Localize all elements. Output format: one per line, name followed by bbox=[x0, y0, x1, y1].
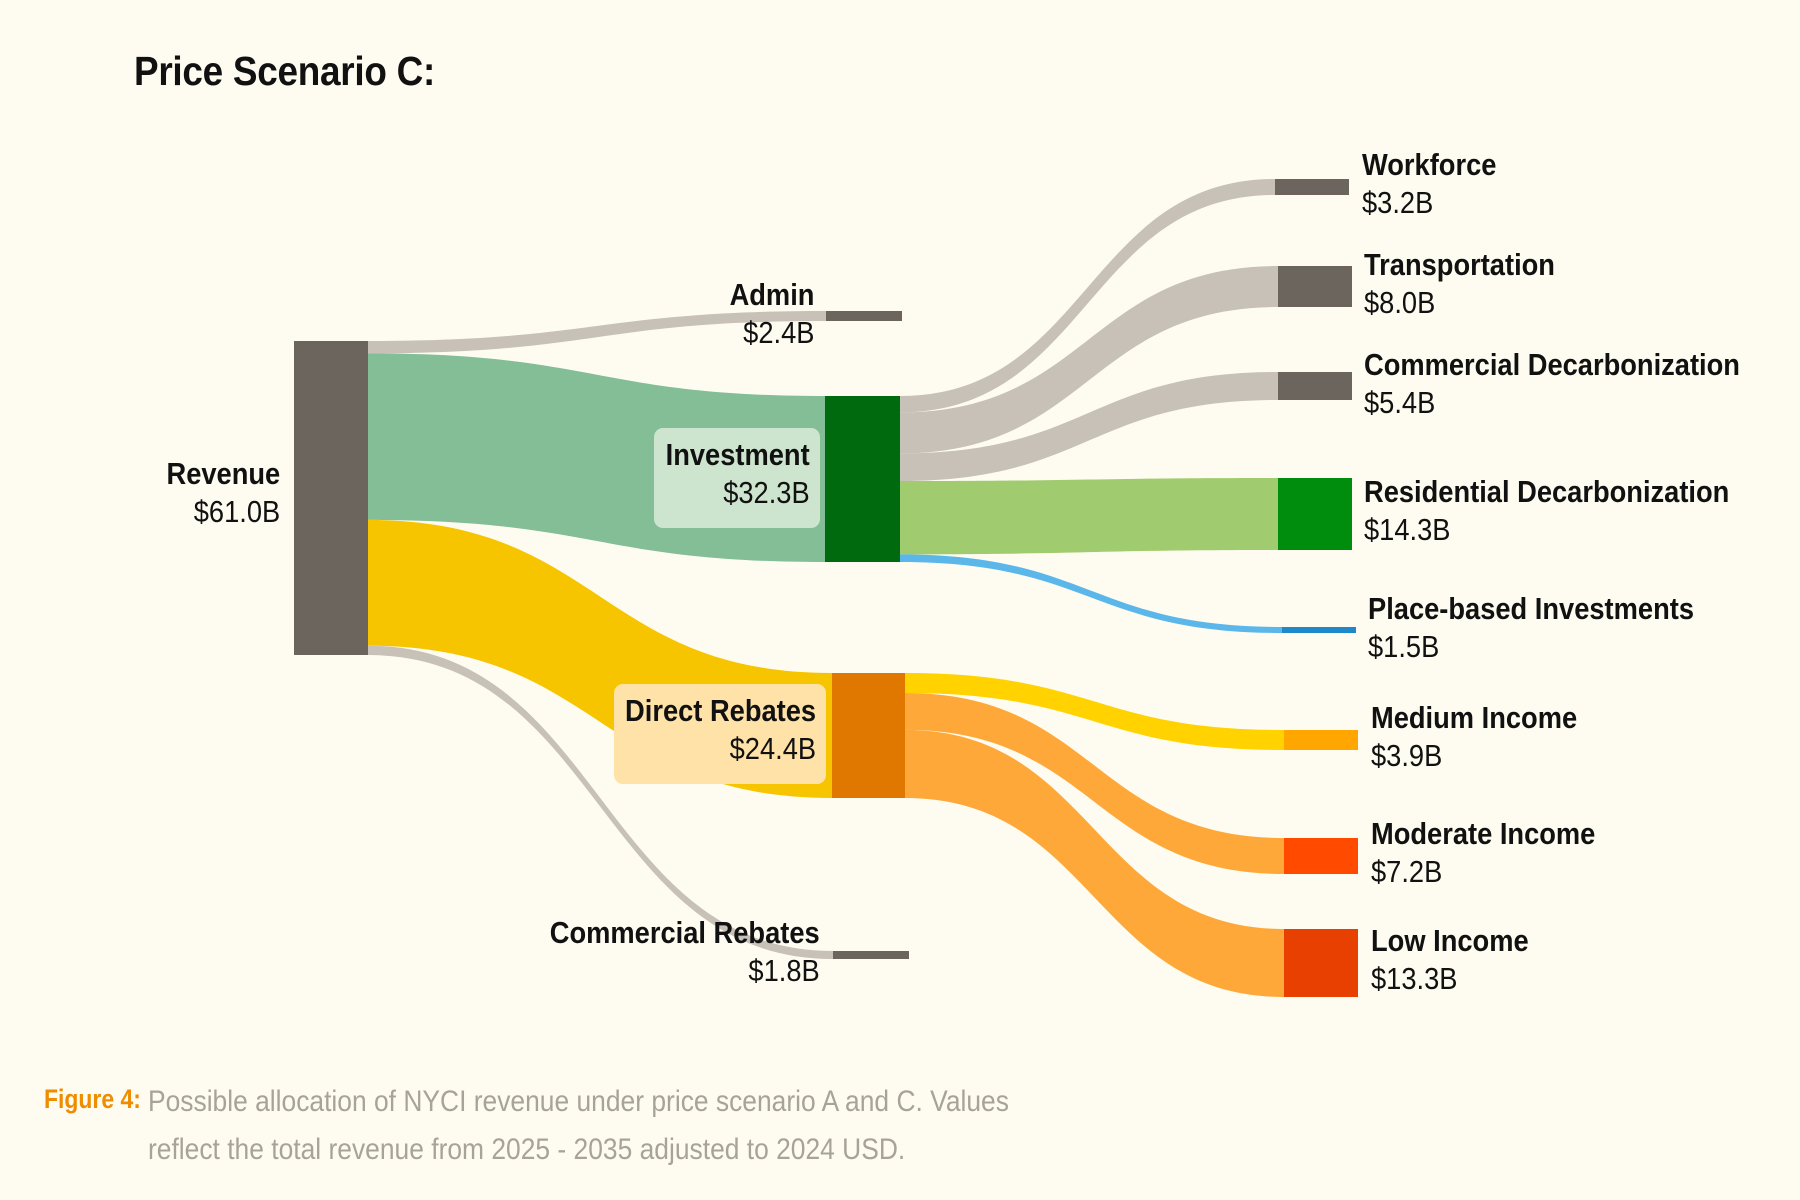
node-name-revenue: Revenue bbox=[166, 456, 280, 491]
node-label-workforce: Workforce $3.2B bbox=[1362, 146, 1515, 222]
node-bar-investment bbox=[825, 396, 900, 562]
caption-line-1: Possible allocation of NYCI revenue unde… bbox=[148, 1085, 1009, 1118]
node-label-commercial-rebates: Commercial Rebates $1.8B bbox=[513, 914, 820, 990]
node-value-revenue: $61.0B bbox=[193, 493, 280, 529]
node-name-place-based-investments: Place-based Investments bbox=[1368, 591, 1694, 626]
figure-label: Figure 4: bbox=[44, 1084, 141, 1114]
node-value-investment: $32.3B bbox=[723, 474, 810, 510]
link-revenue-to-admin bbox=[368, 311, 826, 354]
link-direct-rebates-to-moderate-income bbox=[905, 692, 1284, 874]
link-investment-to-transportation bbox=[900, 266, 1278, 454]
node-value-direct-rebates: $24.4B bbox=[729, 730, 816, 766]
node-value-workforce: $3.2B bbox=[1362, 184, 1434, 220]
node-name-medium-income: Medium Income bbox=[1371, 700, 1578, 735]
link-revenue-to-commercial-rebates bbox=[368, 645, 833, 959]
direct-rebates-label-chip bbox=[614, 684, 826, 784]
link-direct-rebates-to-medium-income bbox=[905, 673, 1284, 750]
nodes-layer bbox=[294, 179, 1358, 997]
node-bar-revenue bbox=[294, 341, 368, 655]
link-investment-to-place-based-investments bbox=[900, 554, 1282, 633]
node-value-low-income: $13.3B bbox=[1371, 960, 1458, 996]
links-layer bbox=[368, 179, 1284, 997]
node-bar-commercial-decarbonization bbox=[1278, 372, 1352, 400]
node-label-revenue: Revenue $61.0B bbox=[151, 455, 280, 531]
node-value-medium-income: $3.9B bbox=[1371, 737, 1443, 773]
node-label-transportation: Transportation $8.0B bbox=[1364, 246, 1581, 322]
node-bar-medium-income bbox=[1284, 730, 1358, 750]
node-label-low-income: Low Income $13.3B bbox=[1371, 922, 1550, 998]
node-value-commercial-rebates: $1.8B bbox=[748, 952, 820, 988]
node-name-investment: Investment bbox=[665, 437, 810, 472]
node-value-moderate-income: $7.2B bbox=[1371, 853, 1443, 889]
node-name-transportation: Transportation bbox=[1364, 247, 1555, 282]
node-label-direct-rebates: Direct Rebates $24.4B bbox=[599, 692, 816, 768]
node-value-admin: $2.4B bbox=[742, 314, 814, 350]
node-name-direct-rebates: Direct Rebates bbox=[624, 693, 816, 728]
node-label-residential-decarbonization: Residential Decarbonization $14.3B bbox=[1364, 473, 1779, 549]
node-label-investment: Investment $32.3B bbox=[646, 436, 810, 512]
node-name-workforce: Workforce bbox=[1362, 147, 1497, 182]
node-value-transportation: $8.0B bbox=[1364, 284, 1436, 320]
node-name-admin: Admin bbox=[729, 277, 814, 312]
link-investment-to-workforce bbox=[900, 179, 1275, 413]
node-name-commercial-rebates: Commercial Rebates bbox=[550, 915, 820, 950]
node-name-moderate-income: Moderate Income bbox=[1371, 816, 1596, 851]
caption-text: Possible allocation of NYCI revenue unde… bbox=[148, 1078, 1116, 1174]
node-name-low-income: Low Income bbox=[1371, 923, 1529, 958]
node-value-place-based-investments: $1.5B bbox=[1368, 628, 1440, 664]
node-label-place-based-investments: Place-based Investments $1.5B bbox=[1368, 590, 1738, 666]
node-label-medium-income: Medium Income $3.9B bbox=[1371, 699, 1605, 775]
node-bar-low-income bbox=[1284, 929, 1358, 997]
link-direct-rebates-to-low-income bbox=[905, 729, 1284, 997]
caption-line-2: reflect the total revenue from 2025 - 20… bbox=[148, 1133, 906, 1166]
node-bar-direct-rebates bbox=[832, 673, 905, 798]
node-bar-workforce bbox=[1275, 179, 1349, 195]
node-bar-residential-decarbonization bbox=[1278, 478, 1352, 550]
link-investment-to-commercial-decarbonization bbox=[900, 372, 1278, 482]
investment-label-chip bbox=[654, 428, 820, 528]
link-investment-to-residential-decarbonization bbox=[900, 478, 1278, 555]
node-value-commercial-decarbonization: $5.4B bbox=[1364, 384, 1436, 420]
node-bar-moderate-income bbox=[1284, 838, 1358, 874]
node-bar-commercial-rebates bbox=[833, 951, 909, 959]
node-value-residential-decarbonization: $14.3B bbox=[1364, 511, 1451, 547]
node-label-moderate-income: Moderate Income $7.2B bbox=[1371, 815, 1626, 891]
node-name-residential-decarbonization: Residential Decarbonization bbox=[1364, 474, 1730, 509]
chart-title: Price Scenario C: bbox=[134, 48, 435, 94]
node-label-admin: Admin $2.4B bbox=[718, 276, 814, 352]
node-bar-place-based-investments bbox=[1282, 627, 1356, 633]
node-name-commercial-decarbonization: Commercial Decarbonization bbox=[1364, 347, 1740, 382]
node-label-commercial-decarbonization: Commercial Decarbonization $5.4B bbox=[1364, 346, 1791, 422]
node-bar-admin bbox=[826, 311, 902, 321]
node-bar-transportation bbox=[1278, 266, 1352, 307]
